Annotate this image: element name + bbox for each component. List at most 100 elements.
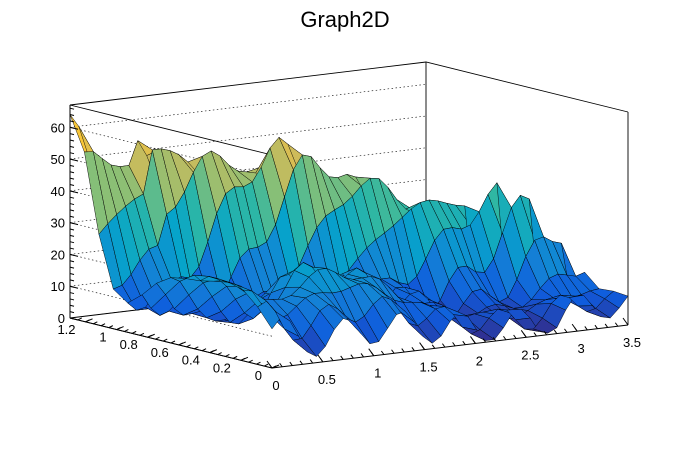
y-tick-label: 1.2 xyxy=(57,322,75,337)
z-minor-tick xyxy=(69,126,75,129)
x-minor-tick xyxy=(513,334,517,339)
z-tick-label: 20 xyxy=(51,247,65,262)
x-axis xyxy=(271,324,629,369)
y-minor-tick xyxy=(131,330,137,334)
x-minor-tick xyxy=(594,324,598,329)
z-minor-tick xyxy=(69,171,75,174)
x-minor-tick xyxy=(482,338,487,343)
z-minor-tick xyxy=(69,164,75,167)
x-tick-label: 2 xyxy=(476,353,483,368)
x-minor-tick xyxy=(472,339,476,344)
z-minor-tick xyxy=(69,298,75,301)
x-minor-tick xyxy=(574,327,578,332)
y-minor-tick xyxy=(256,361,261,365)
x-minor-tick xyxy=(442,343,446,348)
y-minor-tick xyxy=(194,346,199,350)
y-minor-tick xyxy=(147,334,152,338)
x-minor-tick xyxy=(350,354,354,359)
chart-title: Graph2D xyxy=(300,7,389,32)
x-minor-tick xyxy=(299,360,303,365)
y-minor-tick xyxy=(139,332,145,336)
x-tick-label: 1 xyxy=(374,366,381,381)
y-minor-tick xyxy=(209,350,215,354)
x-minor-tick xyxy=(421,345,425,350)
z-minor-tick xyxy=(69,253,75,256)
y-minor-tick xyxy=(240,357,246,361)
y-minor-tick xyxy=(217,352,222,355)
y-minor-tick xyxy=(93,321,98,325)
z-minor-tick xyxy=(69,203,75,206)
x-minor-tick xyxy=(289,361,293,366)
z-minor-tick xyxy=(69,247,75,250)
z-tick-label: 50 xyxy=(51,152,65,167)
y-tick-label: 1 xyxy=(99,330,106,345)
z-minor-tick xyxy=(69,234,75,237)
x-minor-tick xyxy=(360,353,364,358)
y-minor-tick xyxy=(232,355,238,359)
y-minor-tick xyxy=(225,354,230,357)
x-minor-tick xyxy=(523,333,527,338)
y-minor-tick xyxy=(108,325,114,329)
x-tick-label: 1.5 xyxy=(420,360,438,375)
y-minor-tick xyxy=(170,340,176,344)
z-tick-label: 0 xyxy=(58,311,65,326)
z-tick-label: 30 xyxy=(51,216,65,231)
x-tick-label: 3.5 xyxy=(623,335,641,350)
z-minor-tick xyxy=(69,304,75,307)
z-minor-tick xyxy=(69,177,75,180)
x-minor-tick xyxy=(452,342,456,347)
x-minor-tick xyxy=(370,351,375,357)
z-minor-tick xyxy=(69,279,75,282)
z-minor-tick xyxy=(69,114,75,117)
z-minor-tick xyxy=(69,311,75,314)
z-minor-tick xyxy=(69,222,75,225)
x-tick-label: 2.5 xyxy=(521,347,539,362)
x-minor-tick xyxy=(614,322,619,327)
z-minor-tick xyxy=(69,120,75,123)
x-minor-tick xyxy=(431,344,436,349)
x-minor-tick xyxy=(391,349,395,354)
z-minor-tick xyxy=(69,196,75,199)
y-minor-tick xyxy=(100,323,106,327)
z-minor-tick xyxy=(69,145,75,148)
y-tick-label: 0 xyxy=(255,368,262,383)
z-minor-tick xyxy=(69,107,75,110)
z-minor-tick xyxy=(69,133,75,136)
y-tick-label: 0.8 xyxy=(120,337,138,352)
z-minor-tick xyxy=(69,158,75,161)
y-minor-tick xyxy=(163,338,168,342)
x-minor-tick xyxy=(411,347,415,352)
y-minor-tick xyxy=(186,344,191,348)
x-minor-tick xyxy=(380,350,385,355)
x-minor-tick xyxy=(269,364,273,369)
y-minor-tick xyxy=(248,359,253,363)
x-tick-label: 3 xyxy=(578,341,585,356)
z-minor-tick xyxy=(69,139,75,142)
z-tick-label: 10 xyxy=(51,279,65,294)
x-minor-tick xyxy=(584,326,588,331)
y-minor-tick xyxy=(201,348,207,352)
y-minor-tick xyxy=(77,317,82,321)
x-minor-tick xyxy=(279,362,283,368)
z-minor-tick xyxy=(69,266,75,269)
x-minor-tick xyxy=(564,328,568,333)
z-minor-tick xyxy=(69,183,75,186)
surface-mesh xyxy=(69,114,629,357)
x-tick xyxy=(622,317,629,326)
x-minor-tick xyxy=(319,358,324,363)
z-minor-tick xyxy=(69,215,75,218)
x-minor-tick xyxy=(553,329,558,334)
y-minor-tick xyxy=(124,329,129,332)
x-minor-tick xyxy=(309,359,314,364)
z-tick-label: 40 xyxy=(51,184,65,199)
x-minor-tick xyxy=(604,323,609,328)
z-minor-tick xyxy=(69,241,75,244)
z-minor-tick xyxy=(69,260,75,263)
top-frame-edge xyxy=(69,61,629,156)
z-minor-tick xyxy=(69,209,75,212)
y-tick-label: 0.6 xyxy=(151,345,169,360)
z-minor-tick xyxy=(69,190,75,193)
y-tick-label: 0.4 xyxy=(182,353,200,368)
x-minor-tick xyxy=(543,331,548,336)
